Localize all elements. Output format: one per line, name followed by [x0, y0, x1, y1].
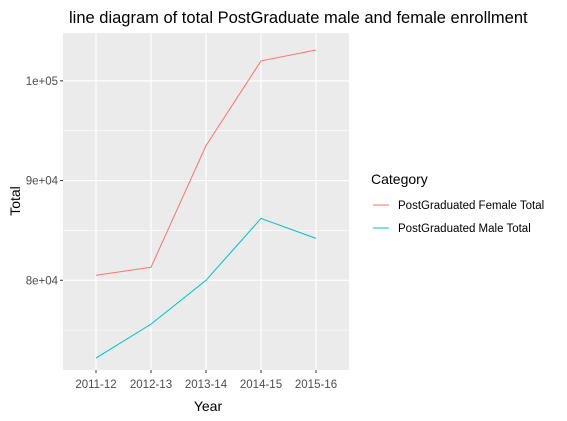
series-line-male [95, 217, 317, 359]
legend: Category PostGraduated Female Total PostG… [371, 171, 544, 238]
series-lines [95, 49, 317, 359]
grid-lines [63, 33, 349, 370]
x-axis: 2011-12 2012-13 2013-14 2014-15 2015-16 [75, 370, 337, 391]
legend-label: PostGraduated Female Total [398, 200, 544, 212]
y-tick-label: 8e+04 [26, 275, 59, 287]
y-axis: 8e+04 9e+04 1e+05 [26, 76, 63, 287]
x-tick-label: 2013-14 [185, 379, 228, 391]
x-tick-label: 2012-13 [130, 379, 172, 391]
x-axis-title: Year [194, 398, 223, 414]
legend-label: PostGraduated Male Total [398, 223, 531, 235]
y-tick-label: 9e+04 [26, 176, 59, 188]
y-tick-label: 1e+05 [26, 76, 58, 88]
x-tick-label: 2011-12 [75, 379, 116, 391]
x-tick-label: 2014-15 [240, 379, 282, 391]
x-tick-label: 2015-16 [295, 379, 337, 391]
legend-title: Category [371, 171, 428, 187]
series-line-female [95, 49, 317, 276]
chart-title: line diagram of total PostGraduate male … [69, 9, 528, 27]
y-axis-title: Total [7, 186, 23, 216]
